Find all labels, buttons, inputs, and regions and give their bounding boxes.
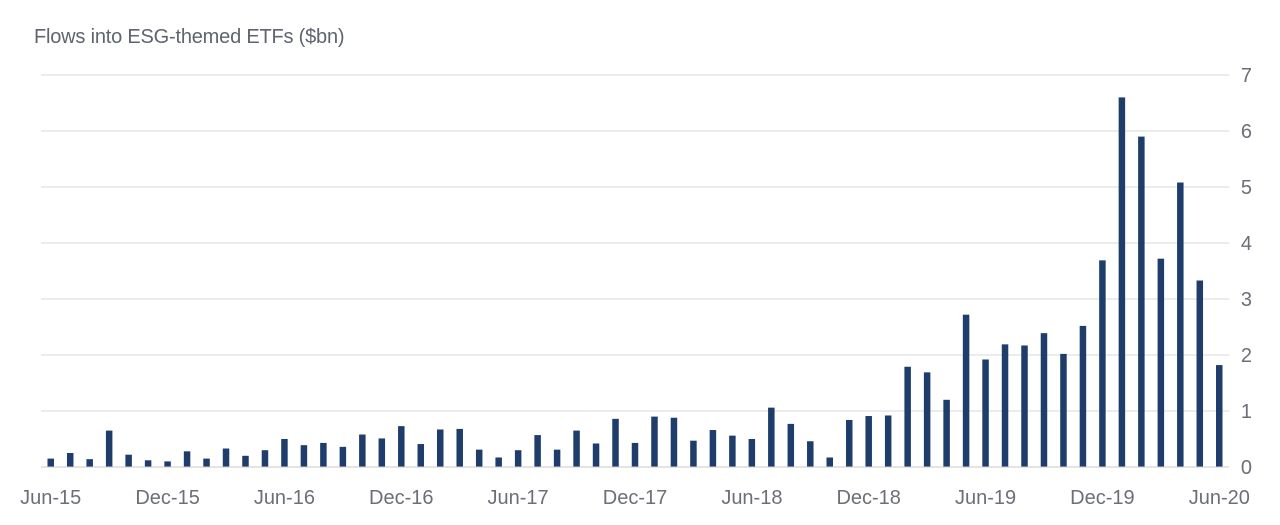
bar	[281, 439, 288, 467]
bar	[222, 448, 230, 467]
x-tick-label: Jun-20	[1189, 487, 1250, 509]
y-tick-label: 3	[1241, 289, 1252, 311]
bar	[592, 443, 600, 467]
bar	[1216, 365, 1223, 467]
bar	[1079, 325, 1087, 467]
bar	[339, 446, 347, 467]
bar	[1099, 260, 1106, 467]
bar	[884, 415, 892, 467]
x-tick-label: Jun-17	[488, 487, 549, 509]
x-tick-label: Jun-16	[254, 487, 315, 509]
bar	[495, 457, 502, 467]
x-tick-label: Dec-16	[369, 487, 433, 509]
bar	[612, 418, 619, 467]
bar	[631, 442, 639, 467]
x-tick-label: Dec-15	[135, 487, 199, 509]
gridlines	[41, 74, 1229, 412]
bar	[904, 366, 911, 467]
y-tick-label: 7	[1241, 65, 1252, 87]
bar	[690, 440, 697, 467]
bar	[183, 451, 191, 467]
bar	[709, 430, 717, 467]
bar	[47, 458, 54, 467]
x-tick-label: Jun-18	[721, 487, 782, 509]
bar	[261, 450, 269, 467]
bar	[164, 461, 171, 467]
y-tick-label: 2	[1241, 345, 1252, 367]
bar	[826, 457, 833, 467]
bar	[865, 416, 872, 467]
bar	[1138, 136, 1145, 467]
bar	[787, 423, 795, 467]
bar	[359, 434, 366, 467]
bar	[1060, 353, 1067, 467]
bar	[748, 439, 756, 467]
x-tick-label: Jun-15	[20, 487, 81, 509]
bar	[651, 416, 658, 467]
y-tick-label: 5	[1241, 177, 1252, 199]
bar	[1196, 280, 1204, 467]
bar	[144, 460, 152, 467]
x-tick-label: Dec-18	[836, 487, 900, 509]
x-tick-label: Dec-19	[1070, 487, 1134, 509]
bar	[1177, 182, 1184, 467]
bar	[943, 399, 950, 467]
bar	[514, 450, 522, 467]
bar	[242, 455, 249, 467]
bar	[845, 419, 853, 467]
bar	[534, 435, 541, 467]
bar	[66, 453, 74, 467]
bar	[475, 449, 483, 467]
bar	[982, 359, 989, 467]
bar	[398, 426, 405, 467]
bar	[1157, 258, 1165, 467]
bar	[962, 314, 970, 467]
bar	[729, 435, 736, 467]
y-tick-label: 4	[1241, 233, 1252, 255]
bar	[320, 442, 327, 467]
chart-title: Flows into ESG-themed ETFs ($bn)	[34, 26, 345, 48]
bar	[456, 428, 463, 467]
bar	[1118, 97, 1126, 468]
y-axis-ticks: 0 1 2 3 4 5 6 7	[1241, 65, 1252, 479]
bar	[417, 444, 425, 467]
bar	[807, 441, 814, 467]
bar	[378, 438, 386, 467]
y-tick-label: 1	[1241, 401, 1252, 423]
bar	[203, 458, 210, 467]
bar	[923, 372, 931, 467]
bars	[47, 97, 1223, 468]
y-tick-label: 0	[1241, 457, 1252, 479]
bar	[1021, 345, 1028, 467]
bar	[300, 445, 308, 467]
bar	[437, 429, 444, 467]
x-tick-label: Jun-19	[955, 487, 1016, 509]
bar	[86, 459, 93, 467]
bar	[1040, 333, 1048, 467]
x-axis-ticks: Jun-15 Dec-15 Jun-16 Dec-16 Jun-17 Dec-17 Jun-…	[20, 487, 1250, 509]
bar	[553, 449, 561, 467]
y-tick-label: 6	[1241, 121, 1252, 143]
bar	[105, 430, 113, 467]
bar	[670, 417, 678, 467]
x-tick-label: Dec-17	[603, 487, 667, 509]
bar	[573, 430, 580, 467]
bar	[1001, 344, 1009, 467]
bar	[768, 407, 775, 467]
bar	[125, 454, 132, 467]
